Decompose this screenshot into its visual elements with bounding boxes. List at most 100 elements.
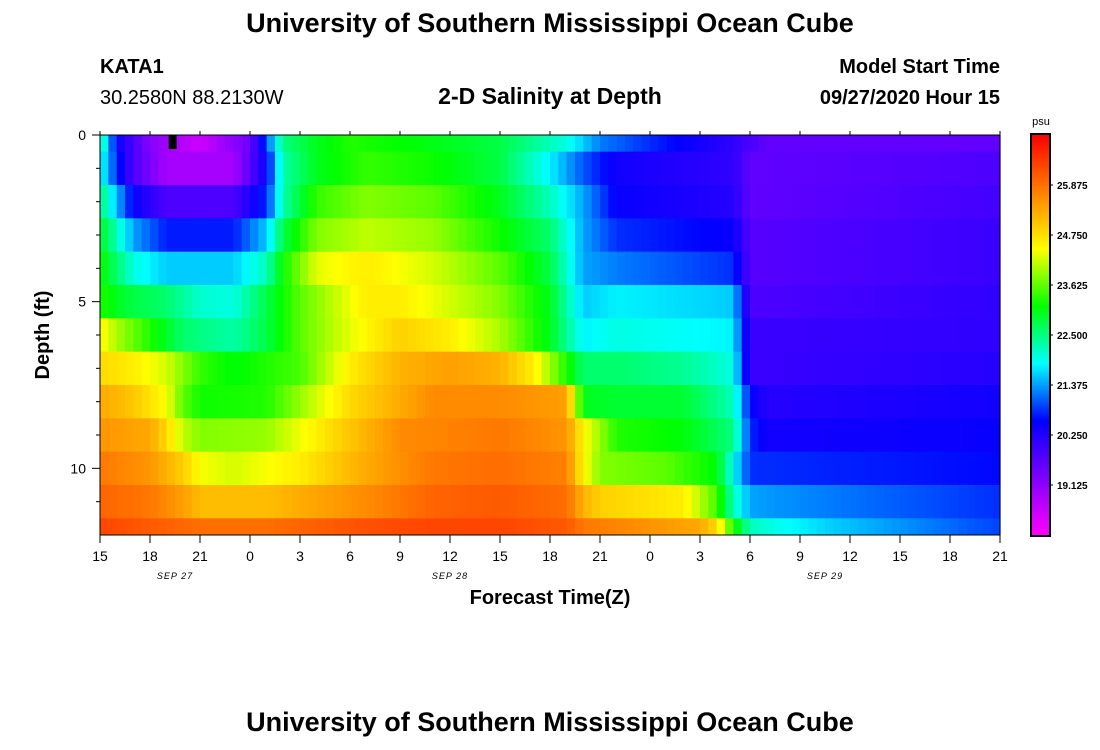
heatmap-cell [516,135,526,153]
heatmap-cell [125,135,134,153]
heatmap-cell [341,418,351,453]
heatmap-cell [516,151,526,186]
heatmap-cell [291,251,301,286]
heatmap-cell [916,135,926,153]
heatmap-cell [200,218,209,253]
heatmap-cell [441,218,451,253]
heatmap-cell [716,485,726,519]
heatmap-cell [708,351,718,386]
heatmap-cell [925,485,934,519]
heatmap-cell [658,451,668,486]
heatmap-cell [375,385,384,419]
heatmap-cell [558,285,568,319]
heatmap-cell [233,135,243,153]
heatmap-cell [966,351,976,386]
heatmap-cell [466,351,476,386]
heatmap-cell [350,151,359,186]
heatmap-cell [691,318,701,353]
heatmap-cell [175,351,184,386]
heatmap-cell [575,485,584,519]
heatmap-cell [458,251,468,286]
heatmap-cell [891,285,901,319]
heatmap-cell [516,251,526,286]
heatmap-cell [283,185,293,219]
heatmap-cell [391,218,401,253]
heatmap-cell [375,485,384,519]
heatmap-cell [583,218,593,253]
heatmap-cell [841,518,851,536]
heatmap-cell [866,418,876,453]
heatmap-cell [408,385,418,419]
heatmap-cell [608,318,618,353]
heatmap-cell [600,451,609,486]
heatmap-cell [508,135,518,153]
heatmap-cell [675,418,684,453]
heatmap-cell [458,185,468,219]
heatmap-cell [408,518,418,536]
heatmap-cell [275,418,284,453]
heatmap-cell [683,151,693,186]
heatmap-cell [691,151,701,186]
heatmap-cell [191,351,201,386]
heatmap-cell [700,351,709,386]
heatmap-cell [100,218,109,253]
heatmap-cell [541,185,551,219]
heatmap-cell [725,285,734,319]
heatmap-cell [908,518,918,536]
heatmap-cell [658,518,668,536]
heatmap-cell [808,418,818,453]
heatmap-cell [391,451,401,486]
heatmap-cell [391,318,401,353]
heatmap-cell [316,151,326,186]
heatmap-cell [308,418,318,453]
heatmap-cell [225,485,234,519]
x-tick-label: 0 [646,548,654,564]
heatmap-cell [358,318,368,353]
heatmap-cell [733,218,743,253]
heatmap-cell [300,251,309,286]
heatmap-cell [625,351,634,386]
heatmap-cell [591,518,601,536]
heatmap-cell [433,451,443,486]
heatmap-cell [458,135,468,153]
heatmap-cell [941,418,951,453]
heatmap-cell [758,485,768,519]
heatmap-cell [850,518,859,536]
heatmap-cell [475,385,484,419]
heatmap-cell [941,185,951,219]
heatmap-cell [400,518,409,536]
heatmap-cell [366,418,376,453]
x-tick-label: 18 [542,548,558,564]
heatmap-cell [616,385,626,419]
heatmap-cell [483,285,493,319]
heatmap-cell [850,151,859,186]
heatmap-cell [625,185,634,219]
heatmap-cell [458,151,468,186]
heatmap-cell [416,151,426,186]
heatmap-cell [175,518,184,536]
heatmap-cell [966,285,976,319]
heatmap-cell [941,351,951,386]
heatmap-cell [125,185,134,219]
heatmap-cell [683,251,693,286]
heatmap-cell [758,185,768,219]
heatmap-cell [133,351,143,386]
heatmap-cell [358,251,368,286]
heatmap-cell [566,318,576,353]
heatmap-cell [558,351,568,386]
heatmap-cell [591,285,601,319]
heatmap-cell [541,485,551,519]
heatmap-cell [316,185,326,219]
heatmap-cell [233,151,243,186]
heatmap-cell [291,318,301,353]
heatmap-cell [550,185,559,219]
heatmap-cell [283,351,293,386]
heatmap-cell [441,135,451,153]
heatmap-cell [116,318,126,353]
heatmap-cell [625,135,634,153]
heatmap-cell [391,185,401,219]
heatmap-cell [925,218,934,253]
heatmap-cell [891,151,901,186]
heatmap-cell [641,351,651,386]
heatmap-cell [500,151,509,186]
